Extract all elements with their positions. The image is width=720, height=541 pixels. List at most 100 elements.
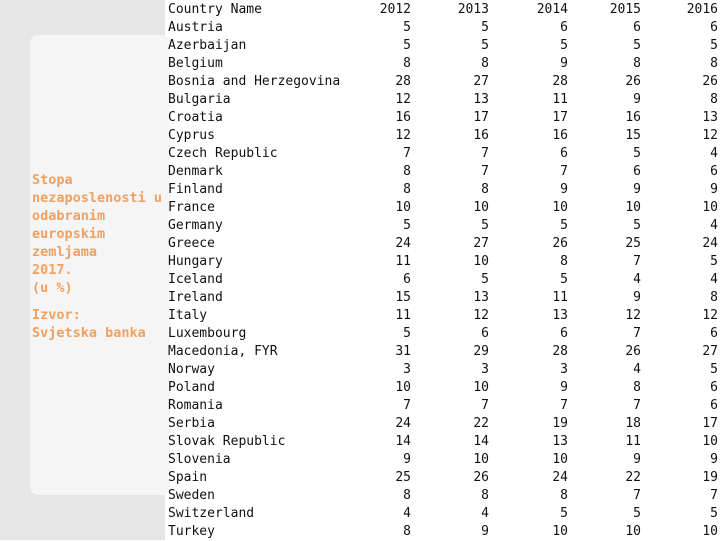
- title-line: odabranim: [32, 208, 106, 224]
- table-value: 7: [481, 164, 489, 179]
- table-value: 8: [633, 380, 641, 395]
- table-value: 26: [625, 74, 641, 89]
- country-name: Germany: [168, 218, 223, 233]
- table-value: 3: [481, 362, 489, 377]
- table-value: 14: [473, 434, 489, 449]
- table-value: 27: [473, 74, 489, 89]
- table-value: 8: [481, 182, 489, 197]
- title-line: (u %): [32, 280, 73, 296]
- table-value: 9: [560, 182, 568, 197]
- table-value: 24: [395, 236, 411, 251]
- table-value: 31: [395, 344, 411, 359]
- table-value: 6: [710, 380, 718, 395]
- table-value: 10: [473, 380, 489, 395]
- table-value: 4: [633, 362, 641, 377]
- table-value: 6: [633, 164, 641, 179]
- country-name: Bosnia and Herzegovina: [168, 74, 341, 89]
- table-value: 13: [473, 290, 489, 305]
- table-value: 7: [560, 164, 568, 179]
- country-name: Austria: [168, 20, 223, 35]
- table-value: 12: [473, 308, 489, 323]
- title-line: europskim: [32, 226, 106, 242]
- table-value: 3: [560, 362, 568, 377]
- title-line: 2017.: [32, 262, 73, 278]
- column-header: 2015: [609, 2, 641, 17]
- table-value: 5: [403, 326, 411, 341]
- table-value: 4: [481, 506, 489, 521]
- table-value: 4: [403, 506, 411, 521]
- table-value: 6: [403, 272, 411, 287]
- table-value: 10: [473, 452, 489, 467]
- table-value: 5: [403, 218, 411, 233]
- table-value: 9: [633, 182, 641, 197]
- table-value: 7: [633, 488, 641, 503]
- table-value: 8: [481, 56, 489, 71]
- table-value: 8: [481, 488, 489, 503]
- table-value: 19: [702, 470, 718, 485]
- title-line: zemljama: [32, 244, 98, 260]
- table-value: 24: [395, 416, 411, 431]
- country-name: Romania: [168, 398, 223, 413]
- table-value: 27: [702, 344, 718, 359]
- column-header: Country Name: [168, 2, 262, 17]
- title-line: Stopa: [32, 172, 73, 188]
- country-name: Norway: [168, 362, 215, 377]
- table-value: 5: [403, 20, 411, 35]
- table-value: 8: [560, 254, 568, 269]
- table-value: 6: [560, 20, 568, 35]
- country-name: Switzerland: [168, 506, 255, 521]
- table-value: 8: [403, 56, 411, 71]
- table-value: 5: [403, 38, 411, 53]
- table-value: 7: [633, 398, 641, 413]
- table-value: 4: [710, 146, 718, 161]
- table-value: 6: [710, 164, 718, 179]
- country-name: Ireland: [168, 290, 223, 305]
- table-value: 8: [710, 56, 718, 71]
- table-value: 24: [552, 470, 568, 485]
- column-header: 2013: [457, 2, 489, 17]
- table-value: 13: [702, 110, 718, 125]
- table-value: 9: [633, 92, 641, 107]
- table-value: 17: [473, 110, 489, 125]
- table-value: 4: [710, 272, 718, 287]
- table-value: 5: [560, 38, 568, 53]
- table-value: 5: [481, 218, 489, 233]
- country-name: Belgium: [168, 56, 223, 71]
- column-header: 2016: [686, 2, 718, 17]
- table-value: 5: [633, 506, 641, 521]
- source-line: Izvor:: [32, 307, 81, 323]
- country-name: Iceland: [168, 272, 223, 287]
- table-value: 6: [710, 326, 718, 341]
- table-value: 15: [395, 290, 411, 305]
- table-value: 8: [403, 524, 411, 539]
- table-value: 8: [403, 488, 411, 503]
- table-value: 5: [710, 38, 718, 53]
- table-value: 9: [560, 56, 568, 71]
- table-value: 10: [625, 200, 641, 215]
- table-value: 7: [560, 398, 568, 413]
- table-value: 9: [403, 452, 411, 467]
- table-value: 12: [702, 128, 718, 143]
- country-name: Czech Republic: [168, 146, 278, 161]
- table-value: 16: [473, 128, 489, 143]
- table-value: 10: [702, 200, 718, 215]
- country-name: Serbia: [168, 416, 215, 431]
- table-value: 4: [633, 272, 641, 287]
- table-value: 11: [625, 434, 641, 449]
- table-value: 9: [710, 452, 718, 467]
- table-value: 9: [560, 380, 568, 395]
- table-value: 5: [710, 362, 718, 377]
- table-value: 8: [403, 182, 411, 197]
- table-value: 7: [481, 146, 489, 161]
- table-value: 5: [560, 272, 568, 287]
- country-name: Spain: [168, 470, 208, 485]
- table-value: 17: [702, 416, 718, 431]
- column-header: 2012: [379, 2, 411, 17]
- country-name: Sweden: [168, 488, 215, 503]
- table-value: 6: [560, 326, 568, 341]
- table-value: 10: [395, 380, 411, 395]
- country-name: Slovenia: [168, 452, 231, 467]
- table-value: 28: [395, 74, 411, 89]
- table-value: 5: [633, 38, 641, 53]
- country-name: Denmark: [168, 164, 223, 179]
